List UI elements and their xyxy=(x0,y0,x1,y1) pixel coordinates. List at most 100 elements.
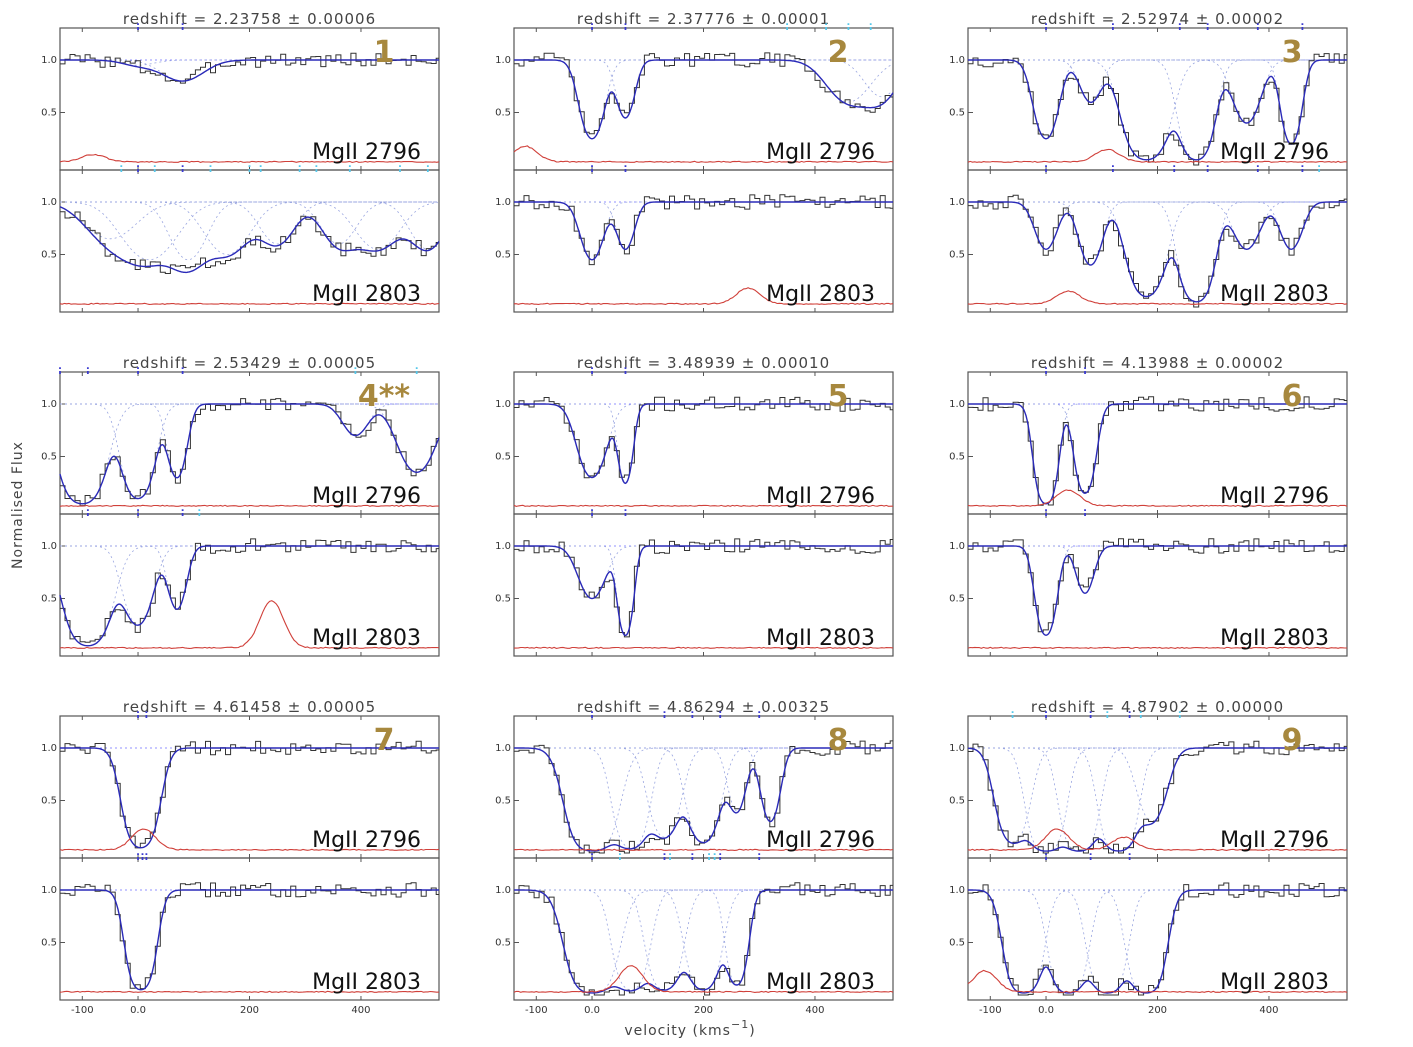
line-label: MgII 2796 xyxy=(312,484,421,509)
fit-profile xyxy=(60,59,439,82)
fit-profile xyxy=(514,59,894,140)
y-tick-label: 0.5 xyxy=(949,108,965,119)
component-profile xyxy=(59,201,438,240)
y-tick-label: 0.5 xyxy=(949,796,965,807)
component-profile xyxy=(968,545,1346,636)
subpanel-2796: 1.0 0.5 MgII 2796 xyxy=(41,23,440,171)
subpanel-2796: 1.0 0.5 MgII 2796 xyxy=(41,711,440,859)
observed-spectrum xyxy=(514,194,893,266)
fit-profile xyxy=(968,889,1347,994)
subpanel-2796: 1.0 0.5 MgII 2796 xyxy=(41,367,440,515)
x-tick-label: 0.0 xyxy=(584,1005,600,1016)
x-tick-label: 400 xyxy=(805,1005,824,1016)
subpanel-2803: 1.0 0.5 MgII 2803 xyxy=(41,165,440,313)
x-axis-label-close: ) xyxy=(749,1023,755,1039)
subpanel-2803: 1.0 0.5 MgII 2803 xyxy=(949,853,1348,1001)
panel-title: redshift = 2.23758 ± 0.00006 xyxy=(123,10,376,28)
subpanel-2803: 1.0 0.5 MgII 2803 xyxy=(41,853,440,1001)
component-profile xyxy=(59,545,438,647)
subpanel-2803: 1.0 0.5 MgII 2803 xyxy=(949,509,1348,657)
observed-spectrum xyxy=(60,211,439,274)
subpanel-2803: 1.0 0.5 MgII 2803 xyxy=(495,509,894,657)
error-spectrum xyxy=(59,153,440,163)
panel-number: 5 xyxy=(828,379,849,414)
fit-profile xyxy=(514,403,893,485)
y-axis-label: Normalised Flux xyxy=(10,441,26,569)
observed-spectrum xyxy=(968,396,1347,506)
fit-profile xyxy=(968,545,1347,637)
error-spectrum xyxy=(513,504,893,507)
subpanel-2803: 1.0 0.5 MgII 2803 xyxy=(495,165,894,313)
component-profile xyxy=(60,545,438,626)
component-profile xyxy=(968,403,1346,494)
panels-grid: redshift = 2.23758 ± 0.00006 1.0 0.5 MgII 2… xyxy=(41,10,1348,1016)
line-label: MgII 2796 xyxy=(312,828,421,853)
line-label: MgII 2803 xyxy=(312,282,421,307)
y-tick-label: 0.5 xyxy=(41,594,57,605)
panel-6: redshift = 4.13988 ± 0.00002 1.0 0.5 MgII 2… xyxy=(949,354,1348,657)
y-tick-label: 0.5 xyxy=(495,250,511,261)
panel-title: redshift = 2.53429 ± 0.00005 xyxy=(123,354,376,372)
fit-profile xyxy=(514,889,893,994)
fit-profile xyxy=(514,747,893,852)
component-profile xyxy=(968,747,1346,822)
y-tick-label: 1.0 xyxy=(949,743,965,754)
line-label: MgII 2803 xyxy=(312,970,421,995)
panel-number: 2 xyxy=(828,35,849,70)
component-profile xyxy=(967,747,1346,843)
y-tick-label: 1.0 xyxy=(41,541,57,552)
y-tick-label: 1.0 xyxy=(949,55,965,66)
x-axis-label: velocity (kms−1) xyxy=(624,1018,755,1039)
panel-9: redshift = 4.87902 ± 0.00000 1.0 0.5 MgII 2… xyxy=(949,698,1348,1016)
y-tick-label: 1.0 xyxy=(949,399,965,410)
component-profile xyxy=(968,201,1346,250)
panel-number: 9 xyxy=(1282,723,1303,758)
panel-number: 3 xyxy=(1282,35,1303,70)
error-spectrum xyxy=(59,504,440,508)
x-axis-label-superscript: −1 xyxy=(731,1018,749,1031)
y-tick-label: 1.0 xyxy=(495,885,511,896)
observed-spectrum xyxy=(514,396,893,479)
panel-3: redshift = 2.52974 ± 0.00002 1.0 0.5 MgII 2… xyxy=(949,10,1348,313)
line-label: MgII 2796 xyxy=(766,484,875,509)
fit-profile xyxy=(60,747,439,849)
y-tick-label: 0.5 xyxy=(495,108,511,119)
x-tick-label: 0.0 xyxy=(130,1005,146,1016)
panel-title: redshift = 4.87902 ± 0.00000 xyxy=(1031,698,1284,716)
component-profile xyxy=(514,545,892,599)
x-axis-label-text: velocity (kms xyxy=(624,1023,731,1039)
panel-title: redshift = 4.86294 ± 0.00325 xyxy=(577,698,830,716)
x-tick-label: 200 xyxy=(1148,1005,1167,1016)
panel-title: redshift = 4.13988 ± 0.00002 xyxy=(1031,354,1284,372)
component-profile xyxy=(60,403,439,473)
component-profile xyxy=(514,403,892,478)
component-profile xyxy=(60,201,438,255)
y-tick-label: 0.5 xyxy=(949,594,965,605)
component-profile xyxy=(514,747,892,849)
y-tick-label: 0.5 xyxy=(41,452,57,463)
y-tick-label: 1.0 xyxy=(495,55,511,66)
x-tick-label: -100 xyxy=(71,1005,94,1016)
line-label: MgII 2803 xyxy=(766,626,875,651)
subpanel-2803: 1.0 0.5 MgII 2803 xyxy=(41,509,440,657)
line-label: MgII 2803 xyxy=(766,282,875,307)
y-tick-label: 0.5 xyxy=(41,250,57,261)
error-spectrum xyxy=(513,965,894,993)
fit-profile xyxy=(968,201,1347,303)
error-spectrum xyxy=(59,990,440,993)
y-tick-label: 0.5 xyxy=(41,796,57,807)
line-label: MgII 2796 xyxy=(766,140,875,165)
component-profile xyxy=(60,545,438,610)
line-label: MgII 2803 xyxy=(312,626,421,651)
component-profile xyxy=(514,747,892,838)
y-tick-label: 1.0 xyxy=(495,399,511,410)
fit-profile xyxy=(514,201,893,261)
x-tick-label: -100 xyxy=(979,1005,1002,1016)
fit-profile xyxy=(968,403,1347,505)
panel-5: redshift = 3.48939 ± 0.00010 1.0 0.5 MgII 2… xyxy=(495,354,894,657)
y-tick-label: 0.5 xyxy=(495,938,511,949)
observed-spectrum xyxy=(514,538,893,638)
error-spectrum xyxy=(967,828,1348,852)
panel-number: 4** xyxy=(358,379,411,414)
panel-4: redshift = 2.53429 ± 0.00005 1.0 0.5 MgII 2… xyxy=(41,354,440,657)
